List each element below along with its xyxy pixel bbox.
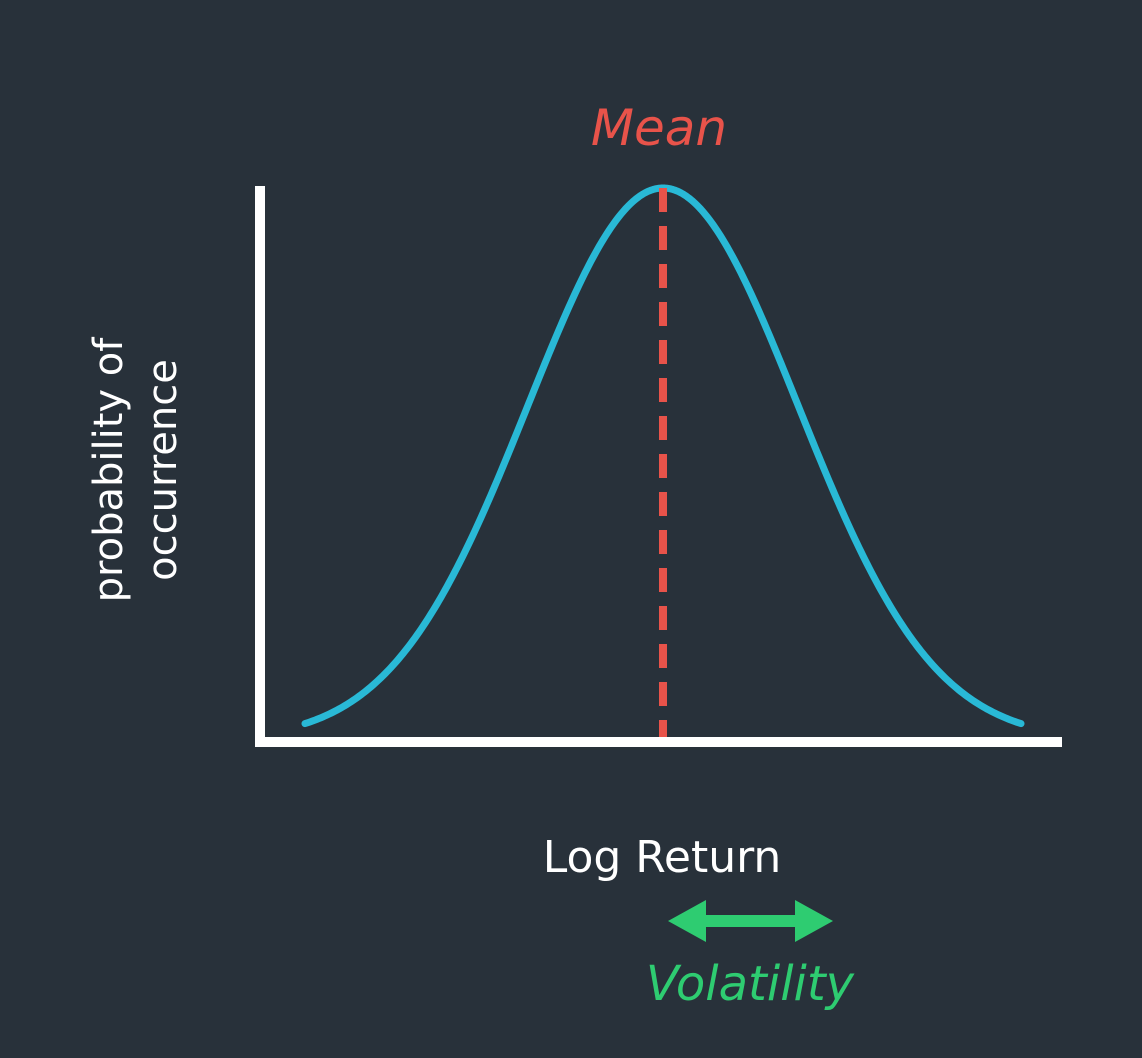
y-axis-label-line2: occurrence — [140, 359, 186, 581]
mean-label: Mean — [591, 99, 727, 157]
double-headed-arrow-icon — [668, 900, 833, 942]
y-axis-label: probability of occurrence — [86, 337, 186, 603]
x-axis-label: Log Return — [543, 832, 782, 883]
y-axis-label-line1: probability of — [86, 337, 132, 603]
volatility-arrow-head-left — [668, 900, 706, 942]
volatility-label: Volatility — [646, 956, 855, 1012]
volatility-arrow-head-right — [795, 900, 833, 942]
